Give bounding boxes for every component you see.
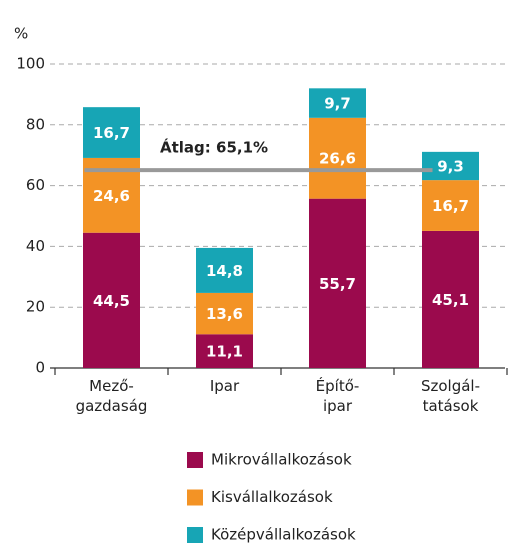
value-label: 16,7 [93,124,130,142]
bar-segment [309,117,366,199]
y-tick-label: 0 [35,359,45,377]
value-label: 44,5 [93,292,130,310]
value-label: 9,7 [324,95,351,113]
value-label: 14,8 [206,262,243,280]
x-tick-label-line: Ipar [210,377,240,395]
bar-segment [196,334,253,368]
legend-swatch [187,452,203,468]
legend-swatch [187,489,203,506]
bar-segment [83,107,140,158]
legend-label: Középvállalkozások [211,526,356,544]
value-label: 26,6 [319,150,356,168]
x-tick-label-line: Szolgál- [421,377,480,395]
x-tick-label-line: tatások [423,397,479,415]
bar-segment [422,151,479,181]
bar-segment [422,180,479,231]
x-tick-label: Építő-ipar [316,376,360,415]
value-label: 24,6 [93,187,130,205]
y-tick-label: 60 [26,176,45,194]
y-tick-label: 100 [16,55,45,73]
x-tick-label-line: ipar [323,397,353,415]
bar-segment [309,88,366,118]
value-label: 45,1 [432,291,469,309]
bar-segment [196,292,253,335]
x-tick-label-line: Mező- [89,377,134,395]
legend-swatch [187,527,203,543]
bar-segment [196,247,253,293]
bar-segment [309,198,366,368]
bar-segment [83,232,140,368]
x-tick-label-line: Építő- [316,376,360,395]
legend-label: Mikrovállalkozások [211,451,352,469]
value-label: 13,6 [206,305,243,323]
x-tick-label-line: gazdaság [76,397,148,415]
value-label: 11,1 [206,343,243,361]
x-tick-label: Ipar [210,377,240,395]
average-label: Átlag: 65,1% [160,138,268,157]
x-tick-label: Szolgál-tatások [421,377,480,415]
bar-segment [422,230,479,368]
y-tick-label: 40 [26,237,45,255]
value-label: 55,7 [319,275,356,293]
y-tick-label: 20 [26,298,45,316]
x-tick-label: Mező-gazdaság [76,377,148,415]
legend-label: Kisvállalkozások [211,488,333,506]
y-tick-label: 80 [26,115,45,133]
y-axis-label: % [14,25,28,43]
value-label: 16,7 [432,197,469,215]
value-label: 9,3 [437,157,464,175]
